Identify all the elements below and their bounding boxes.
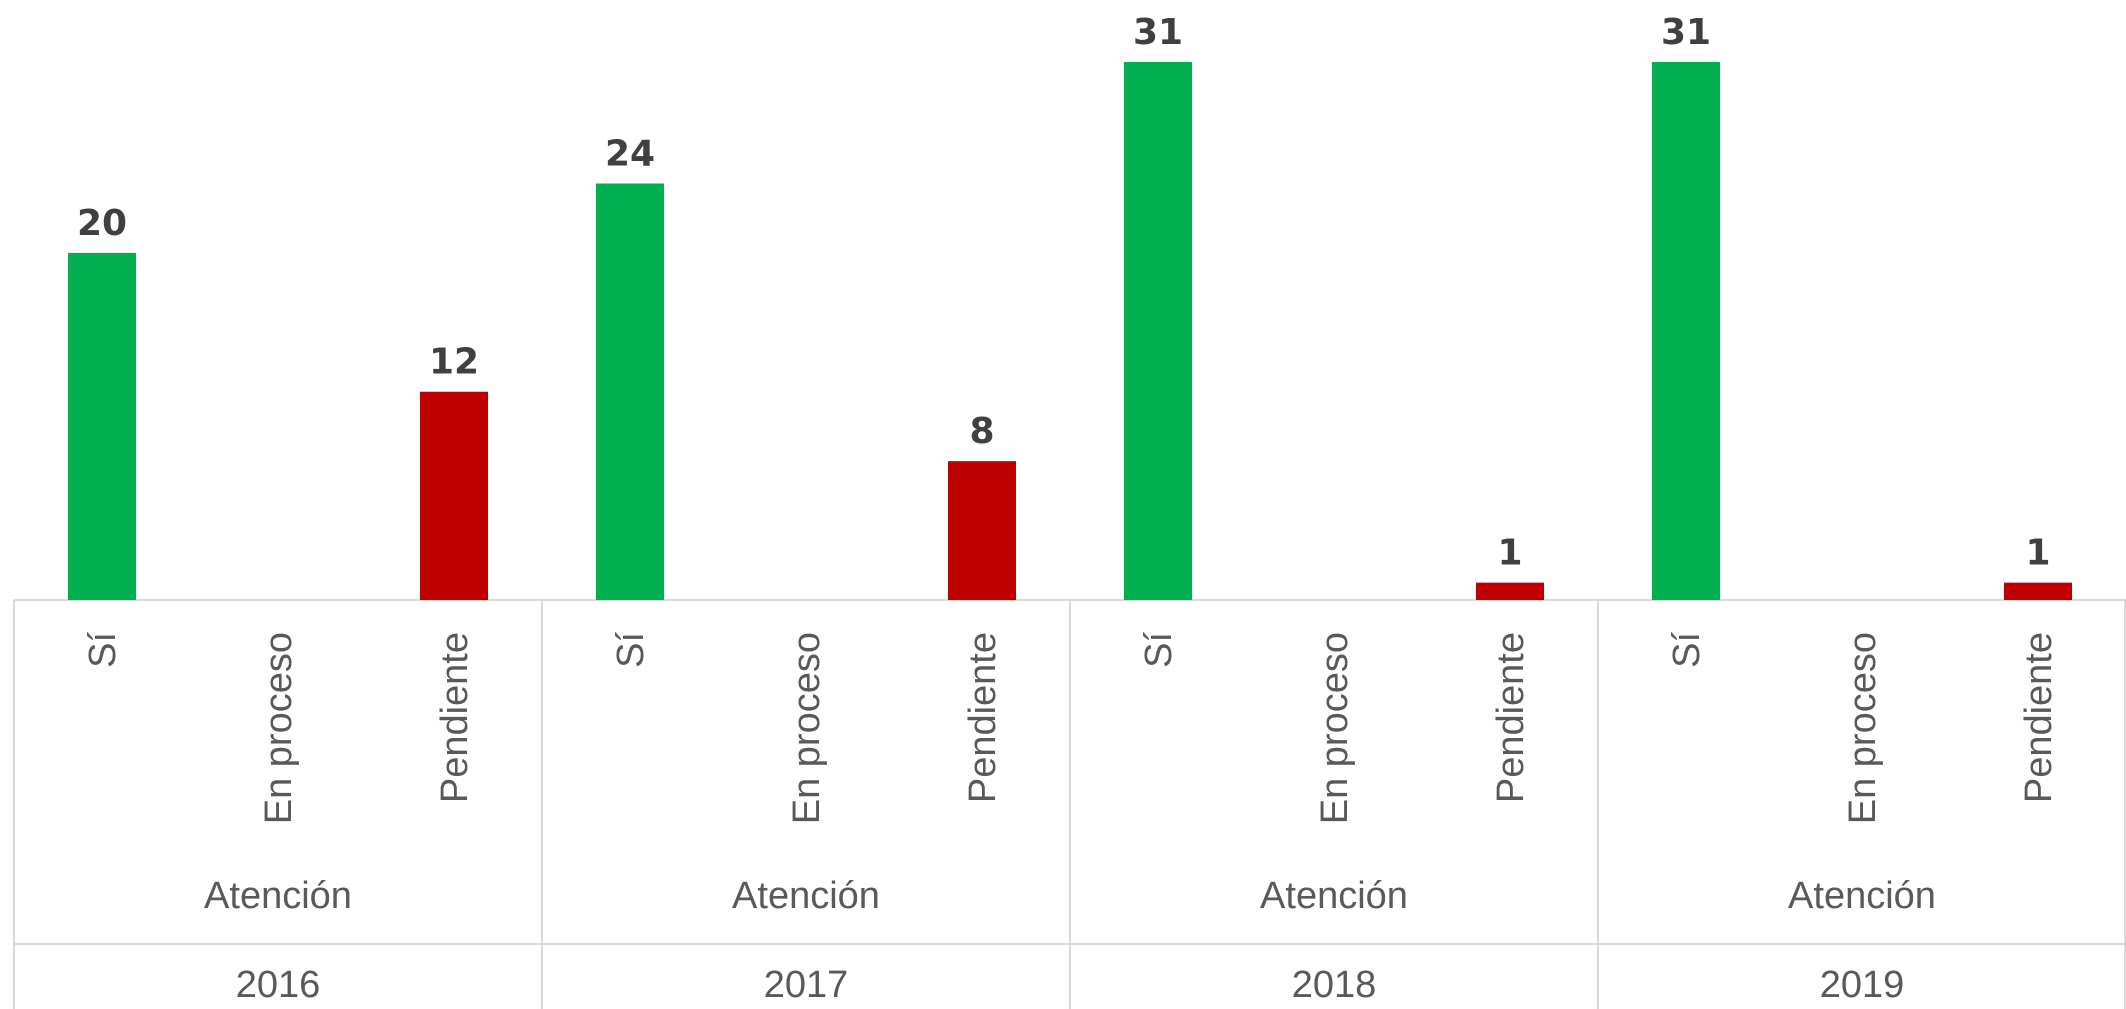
category-label: Pendiente <box>962 632 1004 803</box>
group-label: Atención <box>732 875 880 917</box>
data-label: 24 <box>605 133 655 174</box>
category-label: En proceso <box>1842 632 1884 824</box>
category-label: En proceso <box>1314 632 1356 824</box>
group-label: Atención <box>1260 875 1408 917</box>
bar-2019-2 <box>2004 582 2072 600</box>
category-label: Pendiente <box>1490 632 1532 803</box>
bar-2019-0 <box>1652 62 1720 600</box>
bar-2017-2 <box>948 461 1016 600</box>
bar-2018-0 <box>1124 62 1192 600</box>
category-label: Sí <box>82 632 124 668</box>
category-label: Sí <box>610 632 652 668</box>
bar-2016-0 <box>68 252 136 600</box>
data-label: 1 <box>1497 533 1522 574</box>
bar-2018-2 <box>1476 582 1544 600</box>
category-label: Pendiente <box>434 632 476 803</box>
year-label: 2016 <box>236 964 321 1006</box>
year-label: 2017 <box>764 964 849 1006</box>
year-label: 2019 <box>1820 964 1905 1006</box>
bar-2016-2 <box>420 391 488 600</box>
data-label: 20 <box>77 203 127 244</box>
data-label: 12 <box>429 342 479 383</box>
data-label: 31 <box>1661 12 1711 53</box>
data-label: 8 <box>969 411 994 452</box>
category-label: En proceso <box>786 632 828 824</box>
category-label: Pendiente <box>2018 632 2060 803</box>
category-label: Sí <box>1666 632 1708 668</box>
data-label: 1 <box>2025 533 2050 574</box>
data-label: 31 <box>1133 12 1183 53</box>
group-label: Atención <box>204 875 352 917</box>
year-label: 2018 <box>1292 964 1377 1006</box>
group-label: Atención <box>1788 875 1936 917</box>
category-label: Sí <box>1138 632 1180 668</box>
bar-2017-0 <box>596 183 664 600</box>
category-label: En proceso <box>258 632 300 824</box>
